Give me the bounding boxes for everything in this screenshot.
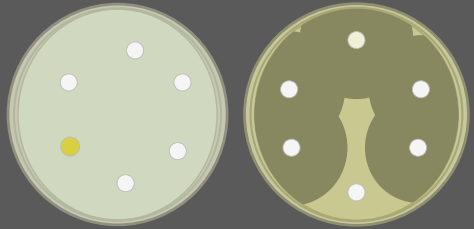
Circle shape <box>61 137 80 156</box>
Ellipse shape <box>233 31 345 147</box>
Ellipse shape <box>255 9 458 220</box>
Circle shape <box>60 74 77 91</box>
Circle shape <box>348 184 365 201</box>
Circle shape <box>174 74 191 91</box>
Ellipse shape <box>300 0 413 99</box>
Circle shape <box>410 139 427 156</box>
Ellipse shape <box>365 93 471 203</box>
Ellipse shape <box>245 4 468 225</box>
Circle shape <box>127 42 144 59</box>
Circle shape <box>412 81 429 98</box>
Circle shape <box>169 143 186 160</box>
Circle shape <box>281 81 298 98</box>
Ellipse shape <box>8 4 227 225</box>
Circle shape <box>348 32 365 49</box>
Ellipse shape <box>18 9 217 220</box>
Circle shape <box>283 139 300 156</box>
Ellipse shape <box>236 90 347 206</box>
Circle shape <box>117 175 134 192</box>
Ellipse shape <box>369 35 473 143</box>
